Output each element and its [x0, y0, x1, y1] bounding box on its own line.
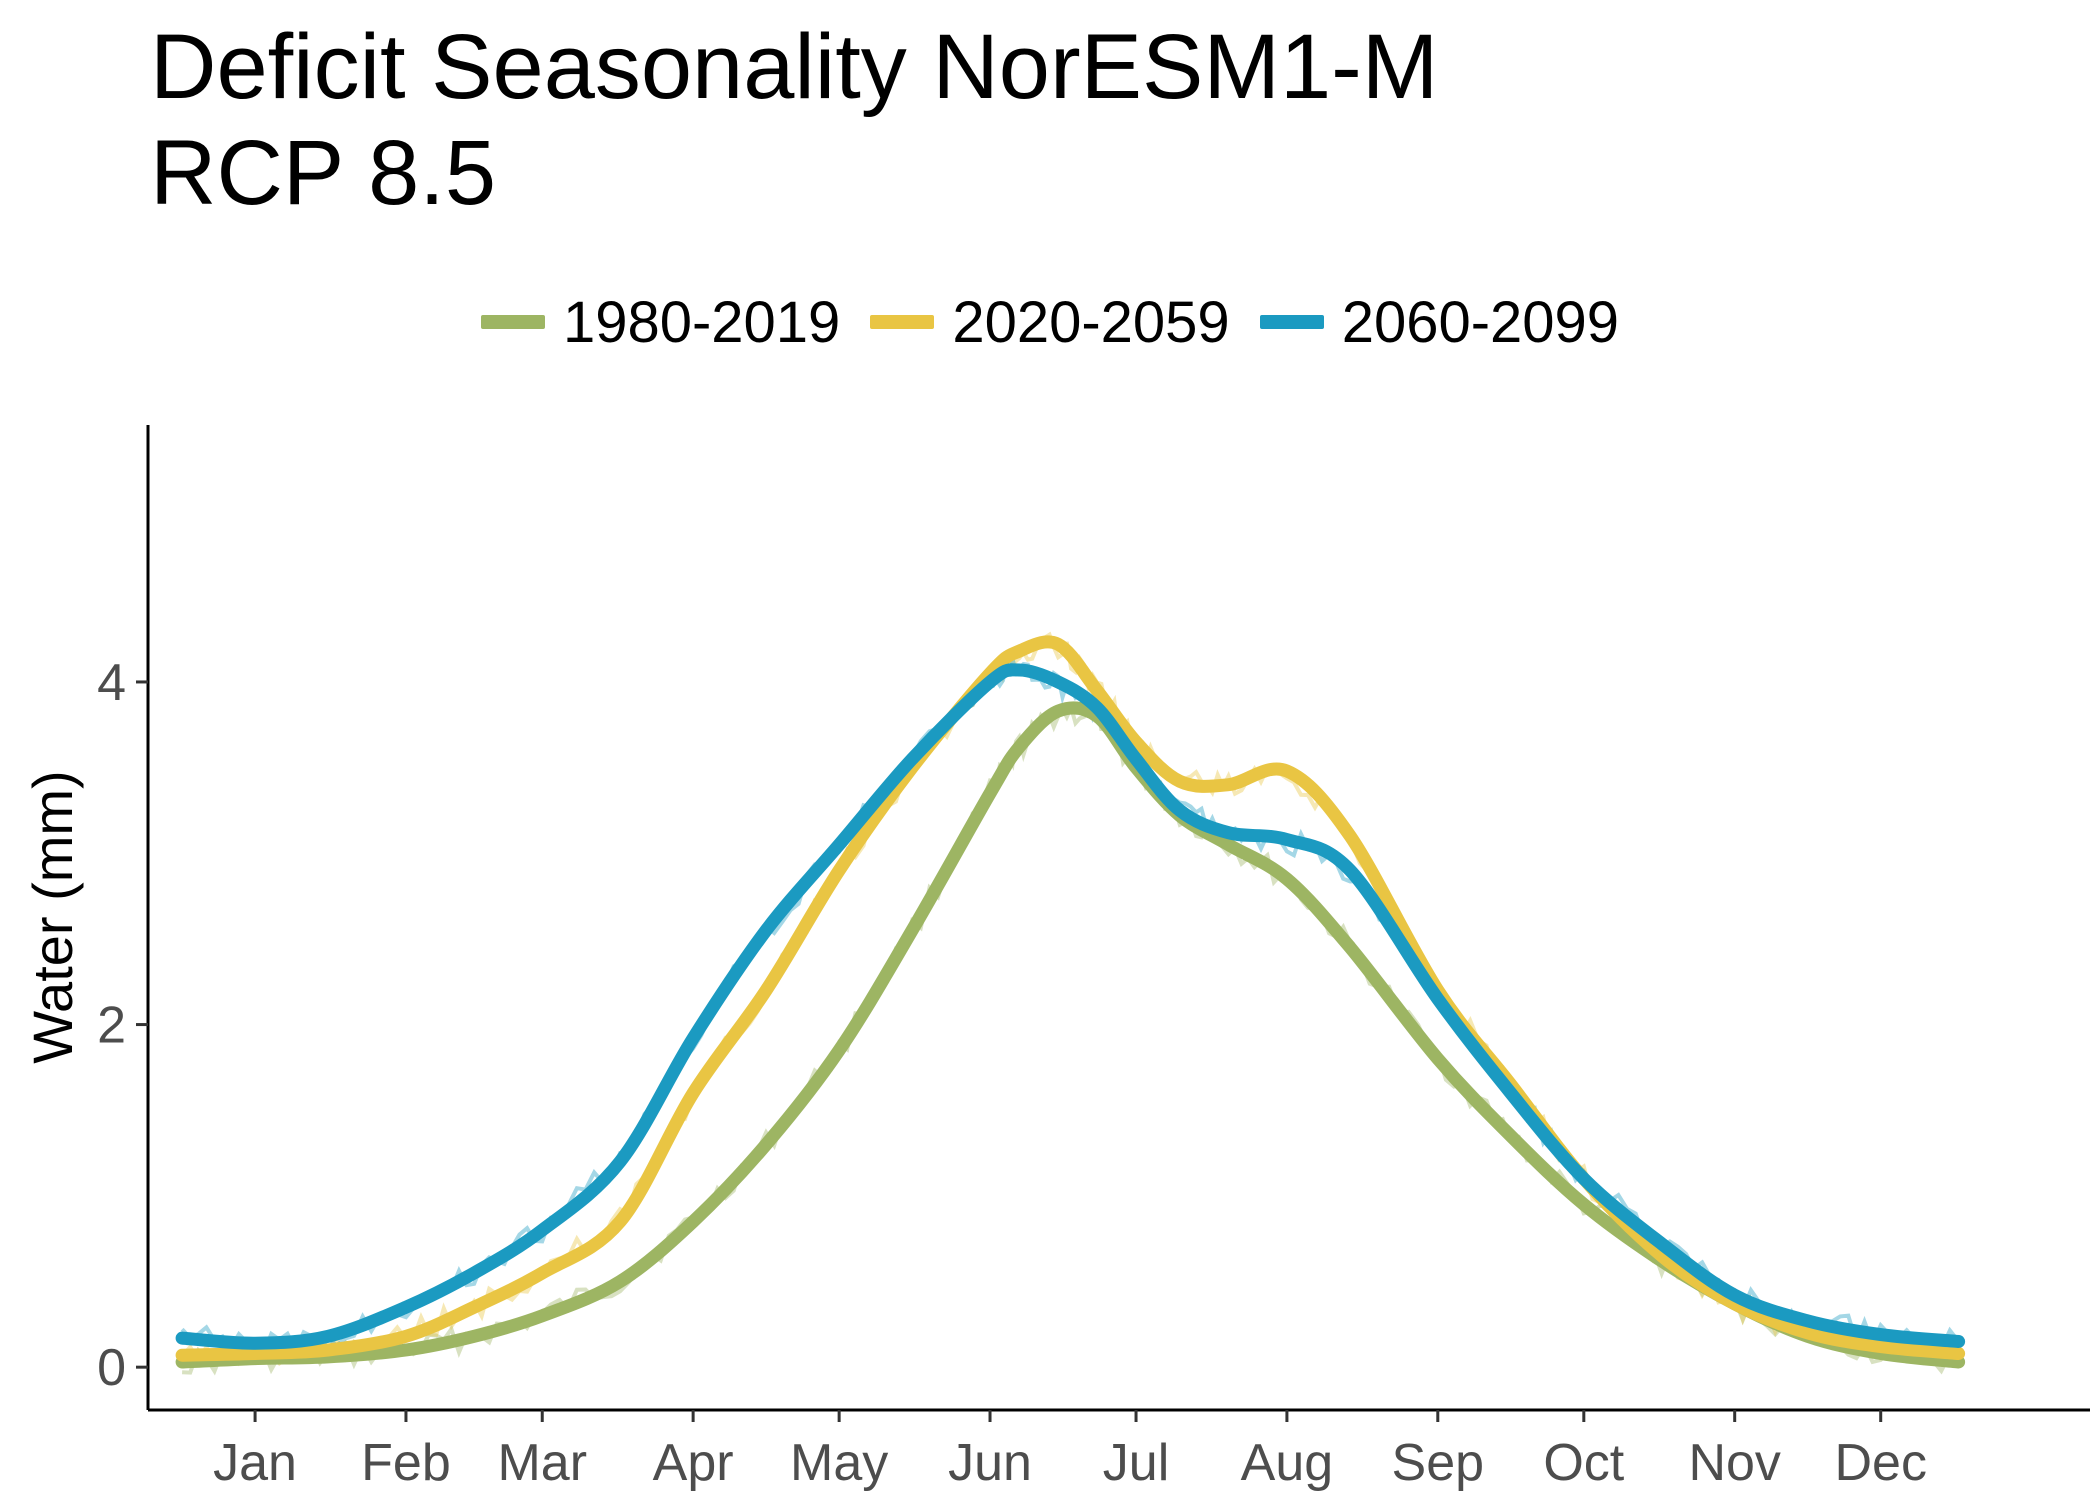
legend: 1980-2019 2020-2059 2060-2099: [0, 284, 2100, 360]
y-tick-label-2: 2: [97, 997, 126, 1055]
series-line-1980-2019: [175, 701, 1966, 1369]
legend-key-2060-2099: [1259, 315, 1324, 329]
legend-item-2060-2099: 2060-2099: [1259, 289, 1620, 356]
legend-key-1980-2019: [480, 315, 545, 329]
title-line-2: RCP 8.5: [150, 122, 497, 224]
x-tick-label-nov: Nov: [1688, 1434, 1780, 1492]
title-line-1: Deficit Seasonality NorESM1-M: [150, 16, 1439, 118]
x-tick-label-aug: Aug: [1241, 1434, 1334, 1492]
series-layer: [175, 631, 1966, 1376]
legend-label-2060-2099: 2060-2099: [1341, 289, 1620, 355]
legend-label-1980-2019: 1980-2019: [562, 289, 841, 355]
legend-label-2020-2059: 2020-2059: [952, 289, 1230, 355]
series-line-2020-2059: [175, 635, 1966, 1362]
y-ticks: 0 2 4: [97, 654, 148, 1397]
x-tick-label-oct: Oct: [1543, 1434, 1624, 1492]
x-tick-label-jan: Jan: [213, 1434, 297, 1492]
y-axis-title: Water (mm): [21, 770, 84, 1063]
legend-item-1980-2019: 1980-2019: [480, 289, 841, 356]
x-tick-label-jul: Jul: [1103, 1434, 1169, 1492]
legend-item-2020-2059: 2020-2059: [870, 289, 1230, 356]
axes: [146, 425, 2090, 1412]
x-tick-label-mar: Mar: [497, 1434, 587, 1492]
series-raw-line-2020-2059: [180, 631, 1961, 1367]
x-ticks: Jan Feb Mar Apr May Jun Jul Aug Sep Oct Nov Dec: [213, 1410, 1927, 1492]
x-tick-label-apr: Apr: [653, 1434, 734, 1492]
legend-key-2020-2059: [870, 315, 935, 329]
chart-title: Deficit Seasonality NorESM1-M RCP 8.5: [150, 14, 1438, 226]
x-tick-label-dec: Dec: [1834, 1434, 1926, 1492]
x-tick-label-may: May: [790, 1434, 888, 1492]
y-tick-label-0: 0: [97, 1339, 126, 1397]
y-tick-label-4: 4: [97, 654, 126, 712]
x-tick-label-feb: Feb: [361, 1434, 451, 1492]
series-line-2060-2099: [175, 663, 1966, 1350]
series-raw-line-2060-2099: [180, 659, 1961, 1358]
x-tick-label-sep: Sep: [1392, 1434, 1485, 1492]
x-tick-label-jun: Jun: [948, 1434, 1032, 1492]
